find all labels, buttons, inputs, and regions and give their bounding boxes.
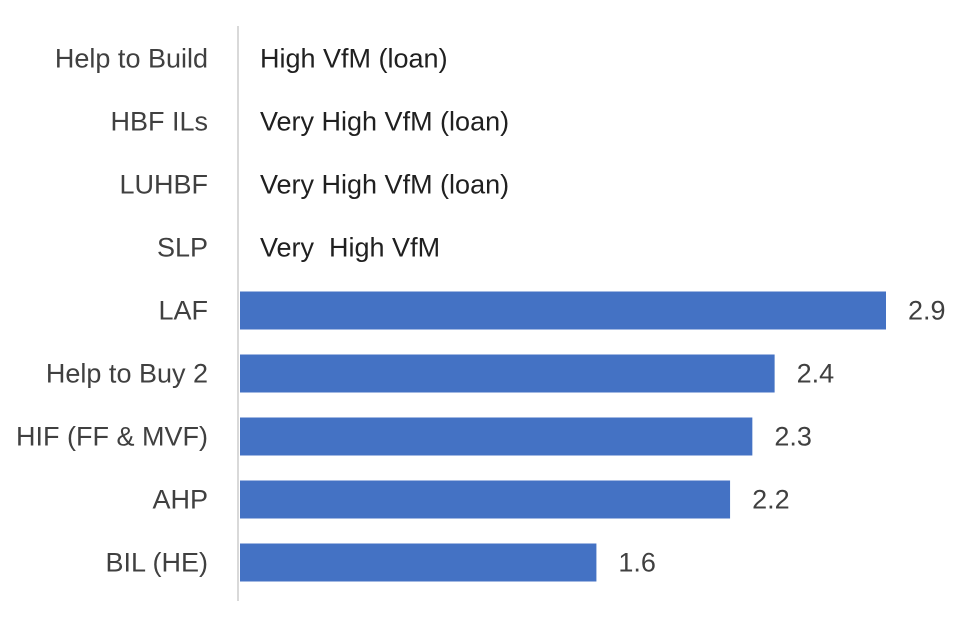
category-label-help-to-buy-2: Help to Buy 2 <box>46 359 208 389</box>
category-label-bil-he: BIL (HE) <box>105 548 208 578</box>
category-label-slp: SLP <box>157 233 208 263</box>
category-label-help-to-build: Help to Build <box>55 44 208 74</box>
text-note-help-to-build: High VfM (loan) <box>260 44 448 74</box>
category-label-luhbf: LUHBF <box>119 170 208 200</box>
data-label-laf: 2.9 <box>908 296 946 326</box>
data-label-hif-ff-mvf: 2.3 <box>774 422 812 452</box>
bar-hif-ff-mvf <box>240 417 753 456</box>
data-label-ahp: 2.2 <box>752 485 790 515</box>
bar-help-to-buy-2 <box>240 354 775 393</box>
category-label-hif-ff-mvf: HIF (FF & MVF) <box>16 422 208 452</box>
text-note-hbf-ils: Very High VfM (loan) <box>260 107 509 137</box>
text-note-luhbf: Very High VfM (loan) <box>260 170 509 200</box>
data-label-bil-he: 1.6 <box>618 548 656 578</box>
bar-laf <box>240 291 886 330</box>
bar-bil-he <box>240 543 597 582</box>
category-label-ahp: AHP <box>152 485 208 515</box>
category-label-hbf-ils: HBF ILs <box>110 107 208 137</box>
bar-ahp <box>240 480 731 519</box>
data-label-help-to-buy-2: 2.4 <box>797 359 835 389</box>
category-label-laf: LAF <box>158 296 208 326</box>
chart-rows: Help to Build High VfM (loan) HBF ILs Very … <box>16 44 946 582</box>
text-note-slp: Very High VfM <box>260 233 440 263</box>
